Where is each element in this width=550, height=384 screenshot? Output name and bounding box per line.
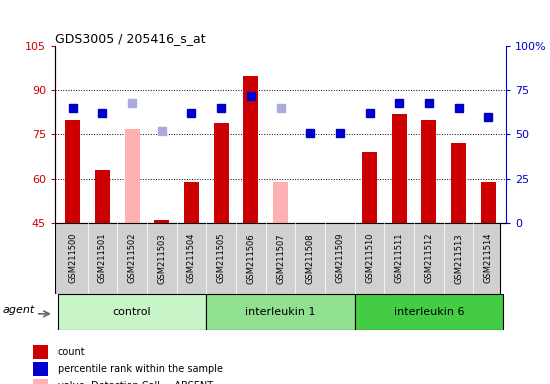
Text: GSM211500: GSM211500	[68, 233, 78, 283]
Bar	[244, 76, 258, 223]
Text: GSM211508: GSM211508	[306, 233, 315, 283]
Bar	[451, 143, 466, 223]
Bar	[32, 362, 48, 376]
Text: GSM211512: GSM211512	[425, 233, 433, 283]
Bar	[355, 294, 503, 330]
Bar	[32, 379, 48, 384]
Bar	[32, 345, 48, 359]
Text: GSM211506: GSM211506	[246, 233, 255, 283]
Bar	[125, 129, 140, 223]
Bar	[273, 182, 288, 223]
Text: percentile rank within the sample: percentile rank within the sample	[58, 364, 223, 374]
Text: agent: agent	[3, 305, 35, 315]
Bar	[58, 294, 206, 330]
Bar	[184, 182, 199, 223]
Text: GSM211503: GSM211503	[157, 233, 166, 283]
Text: GSM211510: GSM211510	[365, 233, 374, 283]
Text: GSM211513: GSM211513	[454, 233, 463, 283]
Bar	[95, 170, 110, 223]
Text: GSM211505: GSM211505	[217, 233, 226, 283]
Text: GSM211514: GSM211514	[483, 233, 493, 283]
Text: GDS3005 / 205416_s_at: GDS3005 / 205416_s_at	[55, 32, 206, 45]
Bar	[155, 220, 169, 223]
Text: control: control	[113, 307, 151, 317]
Text: GSM211502: GSM211502	[128, 233, 136, 283]
Bar	[362, 152, 377, 223]
Bar	[392, 114, 406, 223]
Bar	[214, 122, 229, 223]
Text: GSM211504: GSM211504	[187, 233, 196, 283]
Bar	[206, 294, 355, 330]
Text: GSM211511: GSM211511	[395, 233, 404, 283]
Text: GSM211507: GSM211507	[276, 233, 285, 283]
Bar	[65, 120, 80, 223]
Text: value, Detection Call = ABSENT: value, Detection Call = ABSENT	[58, 381, 213, 384]
Text: count: count	[58, 347, 85, 357]
Bar	[481, 182, 496, 223]
Text: interleukin 1: interleukin 1	[245, 307, 316, 317]
Bar	[421, 120, 436, 223]
Text: GSM211501: GSM211501	[98, 233, 107, 283]
Text: interleukin 6: interleukin 6	[394, 307, 464, 317]
Text: GSM211509: GSM211509	[336, 233, 344, 283]
